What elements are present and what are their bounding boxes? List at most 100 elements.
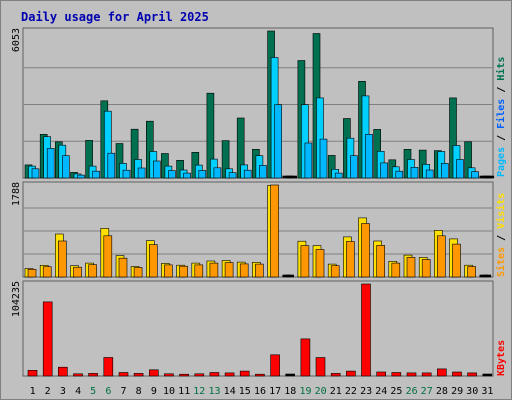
bar-pages-day-20 [319,138,328,179]
x-label-day-20: 20 [315,386,327,397]
chart-title: Daily usage for April 2025 [21,10,209,24]
panel-hits-files-pages [22,27,495,179]
bar-sites-day-4 [73,266,82,278]
bar-pages-day-7 [122,169,131,179]
bar-pages-day-14 [228,172,237,179]
bar-pages-day-4 [77,174,85,179]
bar-pages-day-13 [213,167,222,179]
x-label-day-1: 1 [30,386,36,397]
bar-pages-day-23 [365,134,373,179]
legend-kbytes: KBytes [496,340,507,376]
legend-hits-files-pages: Pages / Files / Hits [495,57,507,177]
x-label-day-27: 27 [421,386,433,397]
x-label-day-6: 6 [105,386,111,397]
bar-pages-day-10 [168,170,176,179]
bar-pages-day-15 [243,169,252,179]
bar-kbytes-day-17 [270,354,280,377]
bar-pages-day-17 [274,104,282,179]
bar-sites-day-24 [376,245,386,278]
max-label-kbytes: 104235 [11,281,22,317]
bar-kbytes-day-27 [421,372,432,377]
x-label-day-26: 26 [406,386,418,397]
x-label-day-12: 12 [193,386,205,397]
bar-pages-day-18 [289,175,298,179]
bar-sites-day-12 [194,264,204,278]
bar-kbytes-day-2 [42,301,53,377]
bar-sites-day-25 [391,262,401,278]
panel-kbytes [22,280,494,377]
bar-pages-day-11 [183,172,191,179]
bar-sites-day-30 [467,266,476,278]
x-label-day-21: 21 [330,386,342,397]
bar-pages-day-2 [46,148,55,179]
bar-sites-day-10 [164,264,173,278]
bar-sites-day-16 [255,263,264,278]
bar-pages-day-31 [486,175,495,179]
bar-sites-day-29 [452,243,461,278]
bar-pages-day-9 [153,160,161,179]
bar-sites-day-21 [330,265,340,278]
x-label-day-10: 10 [163,386,175,397]
legend-kbytes-group: KBytes [496,340,507,376]
max-label-hits: 6053 [11,28,22,52]
bar-sites-day-31 [482,274,492,278]
bar-pages-day-28 [440,163,449,179]
bar-pages-day-3 [61,155,70,179]
bar-pages-day-16 [259,165,267,179]
bar-sites-day-3 [57,240,67,278]
bar-sites-day-7 [118,257,128,278]
bar-kbytes-day-13 [209,372,220,377]
x-label-day-28: 28 [436,386,448,397]
legend-separator: / [496,129,507,141]
bar-kbytes-day-22 [346,370,356,377]
bar-sites-day-19 [300,245,310,278]
bar-kbytes-day-18 [285,373,296,377]
bar-sites-day-20 [315,249,325,278]
x-label-day-14: 14 [224,386,236,397]
x-label-day-19: 19 [299,386,311,397]
bar-kbytes-day-15 [239,370,250,377]
bar-kbytes-day-28 [436,368,447,377]
bar-pages-day-30 [471,171,479,179]
bar-kbytes-day-12 [194,373,205,377]
bar-kbytes-day-5 [88,373,98,377]
bar-kbytes-day-14 [224,372,235,377]
x-label-day-4: 4 [75,386,81,397]
x-label-day-7: 7 [120,386,126,397]
bar-sites-day-8 [133,267,143,278]
bar-sites-day-13 [209,262,219,278]
bar-kbytes-day-7 [118,372,129,377]
bar-kbytes-day-6 [103,357,114,377]
x-label-day-25: 25 [390,386,402,397]
bar-sites-day-15 [239,263,249,278]
bar-kbytes-day-20 [315,357,326,377]
x-label-day-3: 3 [60,386,66,397]
x-label-day-13: 13 [208,386,220,397]
panel-sites-visits [22,181,494,278]
legend-pages: Pages [496,147,507,177]
x-label-day-17: 17 [269,386,281,397]
x-label-day-5: 5 [90,386,96,397]
bar-pages-day-6 [107,152,116,179]
bar-sites-day-9 [149,244,158,278]
legend-files: Files [495,99,507,129]
x-label-day-24: 24 [375,386,387,397]
bar-kbytes-day-19 [300,338,311,377]
bar-pages-day-24 [380,162,389,179]
bar-sites-day-28 [436,235,446,278]
legend-sites-visits: Sites / Visits [495,193,507,277]
bar-kbytes-day-26 [406,372,417,377]
bar-kbytes-day-23 [361,283,371,377]
x-axis-day-labels: 1 2 3 4 5 6 7 8 9 10 11 12 13 14 15 16 17 18 19 20 21 22 23 24 2… [30,386,494,397]
bar-kbytes-day-31 [482,373,493,377]
bar-sites-day-22 [346,241,355,278]
svg-text:Pages / File: Pages / Files / Hits [495,57,507,177]
bar-sites-day-18 [285,274,295,278]
legend-hits: Hits [495,57,507,81]
bar-kbytes-day-4 [73,373,83,377]
bar-sites-day-23 [361,223,370,278]
legend-sites: Sites [495,247,507,277]
bar-sites-day-27 [421,259,431,278]
